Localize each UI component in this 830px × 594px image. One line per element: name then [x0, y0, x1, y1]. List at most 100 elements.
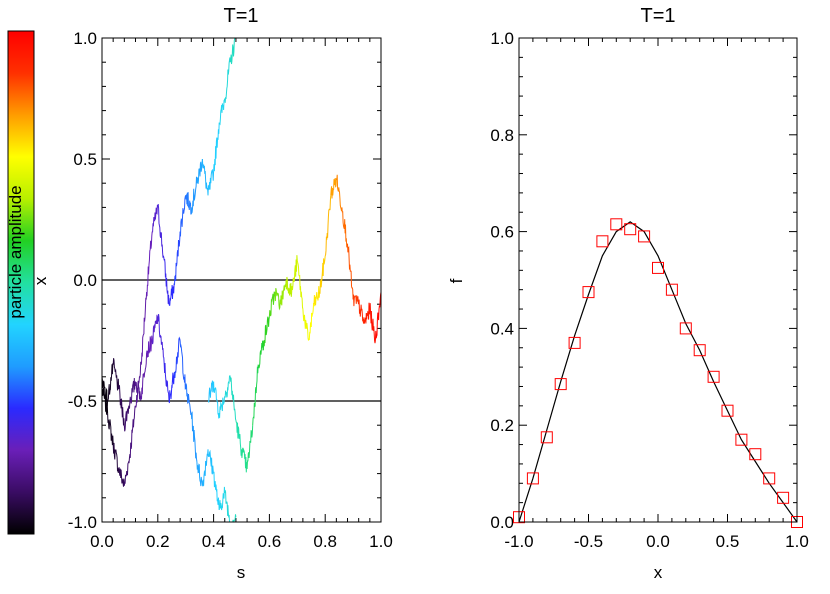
left-chart-trajectory-segment [224, 490, 231, 523]
left-chart-trajectory-segment [129, 377, 136, 405]
left-chart-y-axis-label: x [31, 276, 50, 285]
left-chart-trajectory-segment [213, 381, 220, 419]
left-chart-trajectory-segment [229, 37, 236, 65]
left-chart-trajectory-segment [129, 405, 136, 458]
left-chart-trajectory-segment [224, 375, 231, 399]
left-chart-trajectory-segment [190, 176, 198, 215]
left-chart-trajectory-segment [179, 195, 187, 237]
right-chart-marker [707, 370, 720, 383]
left-chart-trajectory-segment [296, 260, 304, 310]
left-chart-x-tick-label: 1.0 [369, 532, 393, 551]
left-chart-trajectory-segment [123, 400, 131, 432]
left-chart-trajectory-segment [168, 371, 175, 404]
left-chart-trajectory-segment [280, 279, 287, 306]
left-chart-y-tick-label: -0.5 [68, 392, 97, 411]
left-chart-x-axis-label: s [237, 563, 246, 582]
left-chart-trajectory-segment [274, 287, 282, 311]
left-chart-trajectory-segment [257, 340, 265, 369]
left-chart-trajectory-segment [196, 158, 203, 184]
left-chart-trajectory-segment [151, 314, 159, 345]
left-chart-y-tick-label: -1.0 [68, 513, 97, 532]
left-chart-y-tick-label: 0.5 [73, 150, 97, 169]
left-chart-trajectory-segment [324, 195, 332, 257]
left-chart-title: T=1 [223, 5, 258, 27]
right-chart-analytic-curve [518, 221, 798, 523]
right-chart-marker [638, 230, 651, 243]
left-chart-x-tick-label: 0.4 [202, 532, 226, 551]
left-chart-trajectory-segment [140, 292, 148, 365]
left-chart-trajectory-segment [162, 255, 170, 305]
left-chart-trajectory-segment [152, 204, 159, 233]
left-chart-trajectory-segment [123, 454, 131, 486]
left-chart-trajectory-segment [135, 361, 142, 408]
left-chart-x-tick-label: 0.0 [90, 532, 114, 551]
left-chart-reference-lines [102, 279, 381, 402]
left-chart-trajectory-segment [246, 425, 254, 469]
left-chart-x-tick-label: 0.6 [258, 532, 282, 551]
left-chart-trajectory-segment [174, 336, 181, 379]
left-chart-trajectory-segment [330, 177, 337, 199]
left-chart-trajectory-segment [196, 461, 203, 487]
left-chart-trajectory-segment [190, 411, 198, 462]
left-chart-trajectory-segment [168, 283, 175, 306]
right-chart-marker [568, 336, 581, 349]
left-chart-trajectory-segment [224, 57, 231, 103]
right-chart-marker [665, 283, 678, 296]
left-chart-trajectory-segment [252, 364, 259, 426]
left-chart-series [101, 37, 382, 523]
right-chart-x-tick-label: -1.0 [504, 532, 533, 551]
left-chart-trajectory-segment [202, 449, 209, 487]
left-chart-trajectory-segment [352, 294, 360, 307]
right-chart-marker [735, 433, 748, 446]
right-chart-y-tick-label: 0.2 [490, 416, 514, 435]
left-chart-trajectory-segment [135, 381, 142, 401]
right-chart-markers [513, 218, 803, 528]
right-chart-x-tick-label: -0.5 [574, 532, 603, 551]
left-chart-trajectory [101, 37, 236, 487]
left-chart-trajectory-segment [207, 380, 215, 403]
left-chart-x-tick-label: 0.2 [146, 532, 170, 551]
left-chart-trajectory-segment [313, 286, 321, 307]
left-chart-trajectory-segment [207, 449, 215, 475]
right-chart-marker [554, 378, 567, 391]
left-chart-trajectory-segment [213, 471, 220, 510]
left-chart-trajectory-segment [185, 192, 192, 215]
left-chart-trajectory-segment [319, 255, 326, 294]
left-chart-trajectory-segment [374, 292, 382, 341]
right-chart-x-axis-label: x [654, 563, 663, 582]
left-chart-trajectory-segment [157, 313, 164, 358]
right-chart-marker [624, 223, 637, 236]
left-chart-trajectory-segment [107, 413, 114, 446]
left-chart-trajectory-segment [308, 302, 315, 341]
left-chart-trajectory-segment [341, 207, 348, 248]
left-chart-frame [101, 37, 382, 523]
right-chart-marker [777, 491, 790, 504]
right-chart-y-tick-label: 0.0 [490, 513, 514, 532]
right-chart-x-tick-label: 0.5 [716, 532, 740, 551]
left-chart-trajectory-segment [112, 358, 120, 391]
left-chart-trajectory-segment [101, 376, 109, 407]
right-chart-frame [518, 37, 798, 523]
right-chart-marker [596, 235, 609, 248]
left-chart-trajectory [101, 313, 237, 523]
right-chart-marker [610, 218, 623, 231]
colorbar-gradient [7, 30, 35, 535]
right-chart-marker [540, 431, 553, 444]
left-chart-trajectory-segment [179, 340, 186, 390]
right-chart-curve [518, 221, 798, 523]
left-chart-trajectory-segment [241, 447, 248, 473]
left-chart-trajectory-segment [118, 467, 125, 487]
left-chart-trajectory-segment [107, 362, 114, 402]
right-chart-marker [763, 472, 776, 485]
right-chart-y-tick-label: 0.4 [490, 319, 514, 338]
right-chart: T=1 x f -1.0 -0.5 0.0 0.5 1.0 0.0 0.2 0.4 0.6 0.8… [447, 5, 809, 582]
right-chart-marker [749, 448, 762, 461]
left-chart-trajectory-segment [163, 356, 170, 402]
left-chart-trajectory-segment [285, 276, 293, 297]
left-chart-trajectory-segment [157, 204, 164, 258]
right-chart-marker [721, 404, 734, 417]
left-chart-trajectory-segment [185, 383, 192, 416]
right-chart-y-tick-label: 0.8 [490, 126, 514, 145]
colorbar-label: particle amplitude [6, 185, 25, 318]
